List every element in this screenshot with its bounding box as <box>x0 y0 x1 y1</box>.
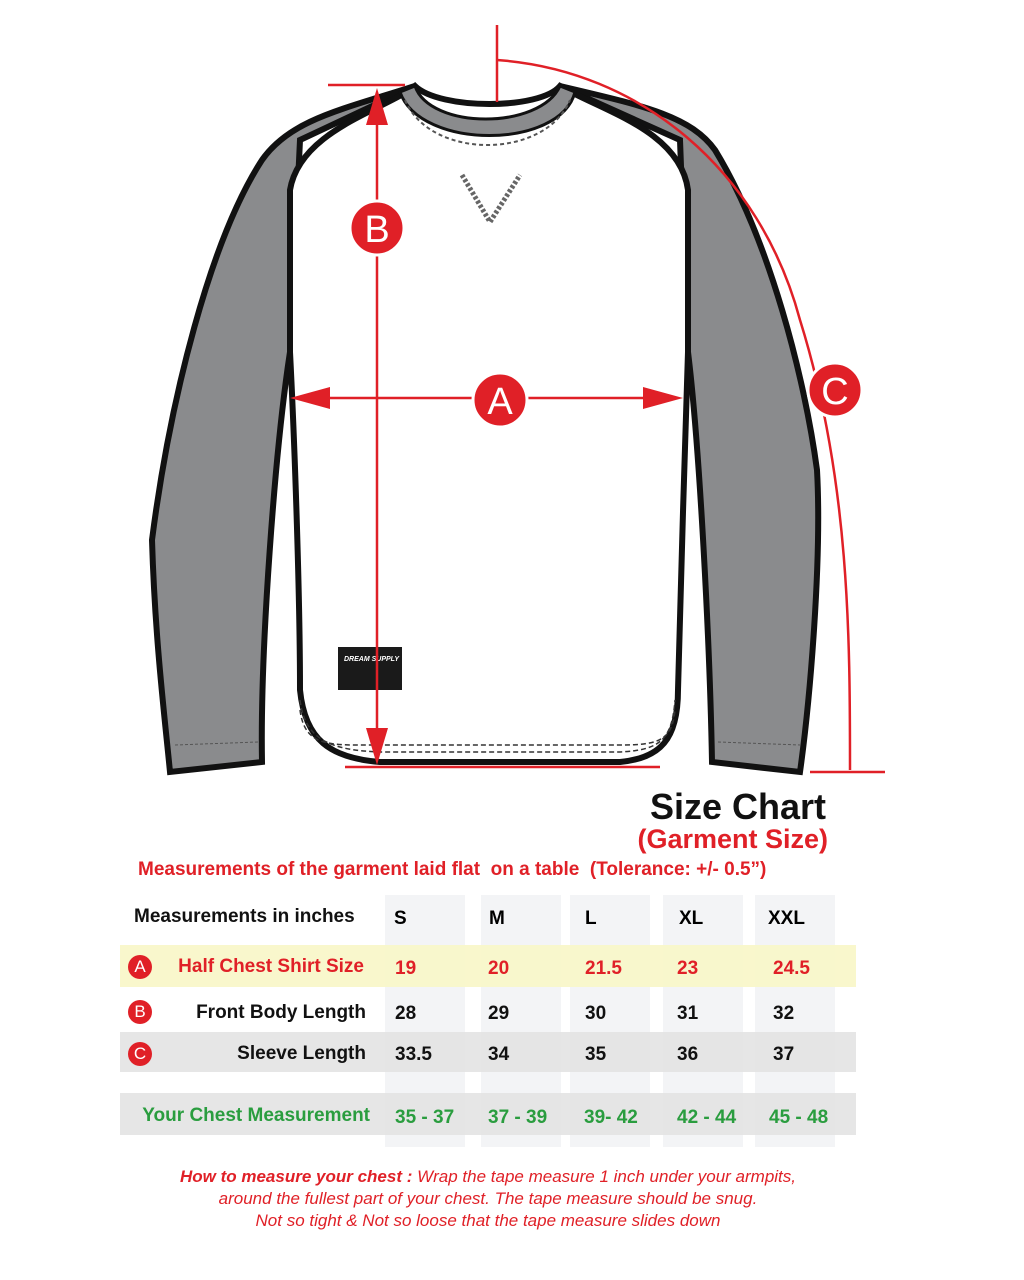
row-label: Half Chest Shirt Size <box>178 956 364 977</box>
cell-value: 30 <box>585 1003 607 1024</box>
cell-value: 19 <box>395 958 417 979</box>
row-label: Front Body Length <box>196 1002 366 1023</box>
cell-value: 35 <box>585 1044 607 1065</box>
cell-value: 28 <box>395 1003 417 1024</box>
size-header: S <box>394 908 407 929</box>
marker-b <box>348 199 406 257</box>
cell-value: 33.5 <box>395 1044 432 1065</box>
size-header: M <box>489 908 505 929</box>
measurement-note: Measurements of the garment laid flat on… <box>138 859 767 880</box>
marker-b-badge: B <box>128 1000 152 1024</box>
cell-value: 23 <box>677 958 699 979</box>
how-to-line3: Not so tight & Not so loose that the tap… <box>255 1211 721 1230</box>
cell-value: 29 <box>488 1003 510 1024</box>
cell-value: 20 <box>488 958 510 979</box>
cell-value: 37 - 39 <box>488 1107 548 1128</box>
left-sleeve <box>148 83 417 776</box>
row-chest-bg <box>120 1093 856 1135</box>
cell-value: 24.5 <box>773 958 810 979</box>
marker-c-text: C <box>821 371 848 413</box>
how-to-line2: around the fullest part of your chest. T… <box>218 1189 758 1208</box>
marker-a-text: A <box>487 381 513 423</box>
marker-a <box>471 371 529 429</box>
marker-c-badge: C <box>128 1042 152 1066</box>
cell-value: 37 <box>773 1044 795 1065</box>
page-title: Size Chart <box>649 786 826 827</box>
svg-text:DREAM SUPPLY: DREAM SUPPLY <box>344 656 400 663</box>
cell-value: 42 - 44 <box>677 1107 737 1128</box>
row-label: Sleeve Length <box>237 1043 366 1064</box>
header-label: Measurements in inches <box>134 906 355 927</box>
right-sleeve <box>558 83 822 776</box>
marker-b-text: B <box>364 209 389 251</box>
size-header: XL <box>679 908 704 929</box>
v-stitch <box>459 173 523 227</box>
size-header: XXL <box>768 908 805 929</box>
chest-label: Your Chest Measurement <box>142 1105 370 1126</box>
cell-value: 36 <box>677 1044 699 1065</box>
brand-label <box>338 647 402 690</box>
row-c-bg <box>120 1032 856 1072</box>
cell-value: 34 <box>488 1044 510 1065</box>
cell-value: 45 - 48 <box>769 1107 829 1128</box>
collar <box>398 84 577 137</box>
cell-value: 31 <box>677 1003 699 1024</box>
shirt-diagram: DREAM SUPPLY B A C <box>148 25 885 776</box>
marker-a-badge: A <box>128 955 152 979</box>
row-a-bg <box>120 945 856 987</box>
cell-value: 32 <box>773 1003 795 1024</box>
how-to-lead: How to measure your chest : <box>179 1167 413 1186</box>
cell-value: 21.5 <box>585 958 622 979</box>
page-subtitle: (Garment Size) <box>637 824 828 854</box>
marker-c <box>806 361 864 419</box>
cell-value: 39- 42 <box>584 1107 638 1128</box>
cell-value: 35 - 37 <box>395 1107 455 1128</box>
how-to-line1: How to measure your chest : Wrap the tap… <box>0 1166 976 1188</box>
how-to-text: Wrap the tape measure 1 inch under your … <box>412 1167 797 1186</box>
size-header: L <box>585 908 597 929</box>
